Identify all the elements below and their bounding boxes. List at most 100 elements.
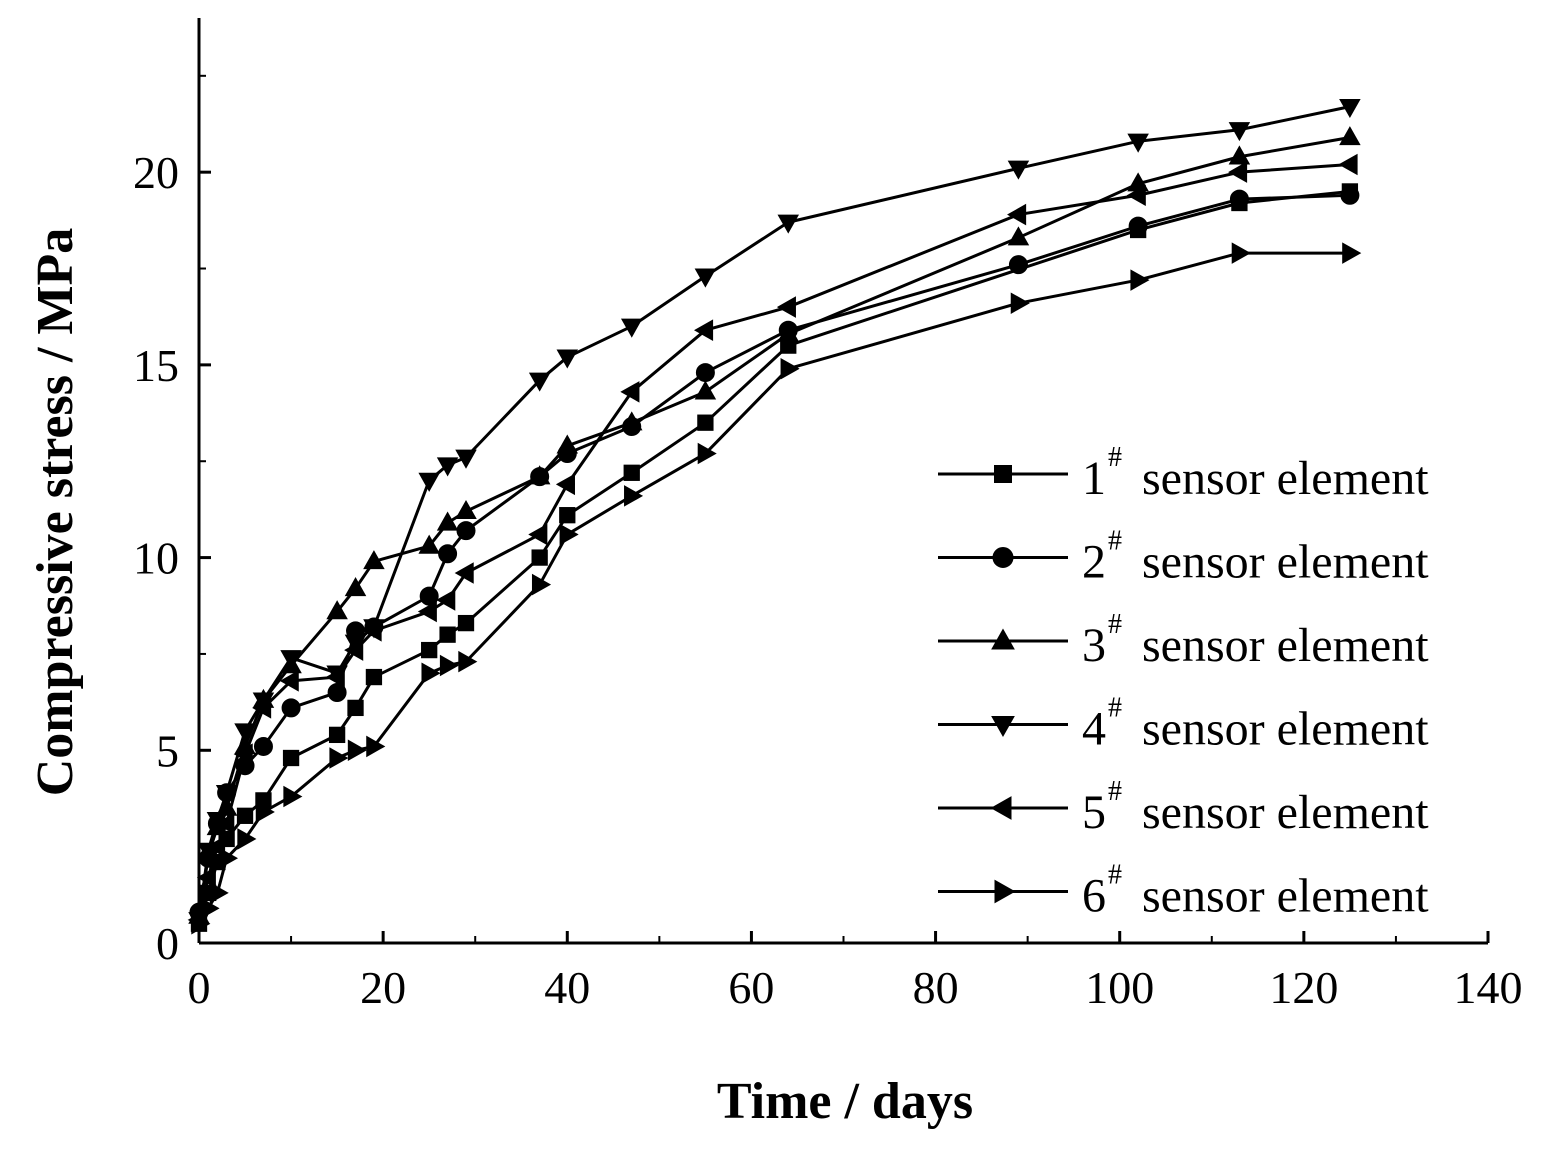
series-4-point xyxy=(215,784,238,805)
series-6 xyxy=(191,242,1362,935)
y-tick-label: 20 xyxy=(133,147,179,198)
x-tick-label: 40 xyxy=(544,962,590,1013)
legend-label: sensor element xyxy=(1142,703,1429,756)
series-3-point xyxy=(694,380,717,400)
series-6-point xyxy=(624,485,644,507)
series-3-line xyxy=(197,136,1351,917)
legend-item: 6 # sensor element xyxy=(938,860,1429,923)
y-axis-ticks: 0 5 10 15 20 xyxy=(133,74,211,969)
series-4-line xyxy=(197,105,1351,921)
legend-label: sensor element xyxy=(1142,619,1429,672)
legend-label: sensor element xyxy=(1142,452,1429,505)
series-6-point xyxy=(218,847,238,869)
series-2-point xyxy=(456,521,476,541)
series-1-point xyxy=(282,749,300,767)
series-4-point xyxy=(1007,160,1030,180)
series-4-point xyxy=(455,449,477,469)
legend-label: sensor element xyxy=(1142,536,1429,589)
series-5-point xyxy=(325,666,345,688)
series-6-point xyxy=(458,650,478,673)
series-5-point xyxy=(417,600,437,623)
series-3-point xyxy=(620,411,643,431)
legend-item: 3 # sensor element xyxy=(938,609,1429,672)
series-1-point xyxy=(347,699,364,717)
legend-label: sensor element xyxy=(1142,870,1429,923)
legend-marker xyxy=(990,796,1012,820)
x-tick-label: 80 xyxy=(913,962,959,1013)
series-4-point xyxy=(777,214,800,234)
series-2-point xyxy=(1229,189,1249,209)
series-4-point xyxy=(436,457,459,477)
series-4-point xyxy=(234,723,256,743)
series-5-point xyxy=(344,639,364,661)
legend-marker xyxy=(991,716,1015,738)
series-5 xyxy=(187,153,1358,931)
x-tick-label: 120 xyxy=(1269,962,1338,1013)
series-4-point xyxy=(1127,133,1149,153)
series-2-point xyxy=(1128,216,1148,236)
series-2-point xyxy=(419,586,439,606)
series-3-point xyxy=(455,499,477,520)
series-6-point xyxy=(780,357,800,380)
series-5-point xyxy=(215,812,235,835)
series-3-point xyxy=(556,434,579,454)
y-tick-label: 10 xyxy=(133,533,179,584)
series-3-point xyxy=(418,534,440,554)
legend-item: 2 # sensor element xyxy=(938,526,1429,589)
series-2-point xyxy=(1340,185,1360,205)
series-2-point xyxy=(438,544,458,564)
series-4-point xyxy=(418,472,440,492)
series-3-point xyxy=(1007,226,1030,246)
series-3-point xyxy=(1228,145,1251,165)
series-3-point xyxy=(777,322,800,342)
series-5-point xyxy=(528,523,548,546)
legend-number: 5 xyxy=(1082,786,1106,839)
series-6-point xyxy=(559,523,579,546)
series-5-point xyxy=(1007,203,1027,226)
series-layer xyxy=(187,98,1362,935)
legend-marker xyxy=(994,465,1012,483)
series-3-point xyxy=(1339,126,1361,146)
series-4-point xyxy=(528,372,551,392)
series-4-point xyxy=(556,349,579,369)
series-5-point xyxy=(1228,161,1248,183)
series-5-point xyxy=(279,670,299,692)
x-tick-label: 0 xyxy=(188,962,211,1013)
series-6-point xyxy=(329,747,349,769)
y-tick-label: 15 xyxy=(133,340,179,391)
series-1-point xyxy=(457,614,475,632)
series-5-point xyxy=(454,562,474,584)
x-axis-ticks: 0 20 40 60 80 100 120 140 xyxy=(188,931,1523,1013)
series-2-point xyxy=(695,363,715,383)
series-5-point xyxy=(776,296,796,318)
series-1-point xyxy=(559,507,576,524)
legend-label: sensor element xyxy=(1142,786,1429,839)
series-5-line xyxy=(197,162,1350,921)
x-tick-label: 20 xyxy=(360,962,406,1013)
legend-number: 2 xyxy=(1082,536,1106,589)
legend-marker xyxy=(991,628,1015,650)
series-1-point xyxy=(697,414,714,431)
series-3-point xyxy=(344,577,367,597)
series-5-point xyxy=(620,381,640,403)
series-6-point xyxy=(209,882,229,904)
series-6-point xyxy=(1342,242,1362,264)
x-tick-label: 100 xyxy=(1085,962,1154,1013)
y-tick-label: 0 xyxy=(156,918,179,969)
series-1-point xyxy=(439,626,456,643)
legend-marker xyxy=(992,547,1014,568)
series-3-point xyxy=(326,600,348,620)
series-6-point xyxy=(697,442,717,465)
series-4-point xyxy=(1339,98,1361,119)
legend-number: 1 xyxy=(1082,452,1106,505)
series-6-point xyxy=(421,662,441,684)
x-tick-label: 60 xyxy=(728,962,774,1013)
legend-marker xyxy=(994,879,1016,904)
series-2-point xyxy=(281,698,301,718)
legend-superscript: # xyxy=(1108,693,1122,724)
series-5-point xyxy=(362,620,382,642)
legend-number: 4 xyxy=(1082,703,1106,756)
series-3-point xyxy=(363,550,385,570)
series-6-point xyxy=(1231,242,1251,264)
